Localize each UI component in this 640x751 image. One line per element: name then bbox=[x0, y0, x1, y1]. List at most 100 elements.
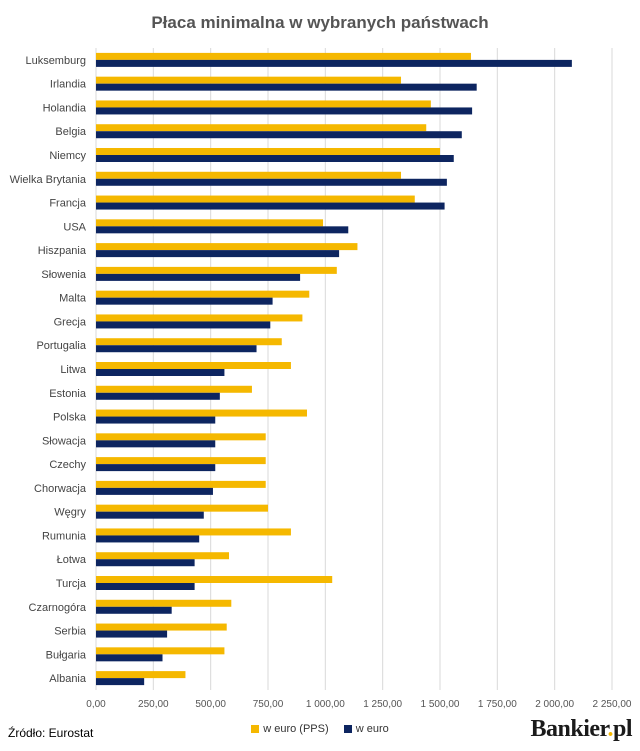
category-labels: Luksemburg Irlandia Holandia Belgia Niemcy Wi… bbox=[10, 55, 87, 685]
legend-swatch-euro bbox=[343, 725, 352, 733]
category-label: Chorwacja bbox=[34, 483, 87, 495]
bar-pps bbox=[96, 243, 358, 251]
category-label: Estonia bbox=[49, 388, 87, 400]
category-label: Węgry bbox=[54, 507, 86, 519]
bar-euro bbox=[96, 440, 216, 448]
bar-euro bbox=[96, 250, 340, 258]
x-tick-label: 250,00 bbox=[138, 699, 169, 710]
bar-euro bbox=[96, 155, 454, 162]
legend: w euro (PPS) w euro bbox=[0, 723, 640, 736]
bar-euro bbox=[96, 416, 216, 424]
bar-euro bbox=[96, 464, 216, 472]
bar-pps bbox=[96, 171, 402, 179]
x-tick-label: 1 500,00 bbox=[421, 699, 460, 710]
category-label: Łotwa bbox=[57, 554, 87, 566]
category-label: Belgia bbox=[55, 126, 86, 138]
bar-pps bbox=[96, 433, 266, 441]
bar-euro bbox=[96, 535, 200, 543]
bar-euro bbox=[96, 678, 145, 686]
bar-pps bbox=[96, 52, 471, 60]
category-label: Albania bbox=[49, 673, 87, 685]
category-label: Wielka Brytania bbox=[10, 174, 87, 186]
brand-logo: Bankier.pl bbox=[531, 716, 633, 743]
bar-pps bbox=[96, 76, 402, 84]
category-label: Litwa bbox=[60, 364, 87, 376]
bar-pps bbox=[96, 362, 291, 369]
bar-euro bbox=[96, 59, 572, 67]
brand-name: Bankier bbox=[530, 716, 608, 742]
bar-pps bbox=[96, 623, 227, 631]
bar-euro bbox=[96, 630, 168, 638]
bar-euro bbox=[96, 83, 477, 91]
bar-euro bbox=[96, 321, 271, 329]
x-tick-label: 1 250,00 bbox=[363, 699, 402, 710]
x-tick-labels: 0,00 250,00 500,00 750,00 1 000,00 1 250,00 1 … bbox=[86, 699, 632, 710]
category-label: USA bbox=[63, 221, 86, 233]
bar-pps bbox=[96, 552, 230, 560]
bar-euro bbox=[96, 606, 172, 614]
bar-euro bbox=[96, 202, 445, 210]
x-tick-label: 0,00 bbox=[86, 699, 106, 710]
brand-dot: . bbox=[607, 716, 613, 742]
legend-swatch-pps bbox=[251, 725, 260, 733]
bar-pps bbox=[96, 504, 268, 512]
category-label: Czarnogóra bbox=[29, 602, 87, 614]
bar-euro bbox=[96, 392, 220, 400]
category-label: Rumunia bbox=[42, 530, 87, 542]
bar-pps bbox=[96, 647, 225, 655]
category-label: Malta bbox=[59, 293, 87, 305]
bar-euro bbox=[96, 511, 204, 519]
category-label: Czechy bbox=[49, 459, 86, 471]
bar-euro bbox=[96, 131, 462, 139]
bar-pps bbox=[96, 314, 303, 322]
x-tick-label: 2 000,00 bbox=[535, 699, 574, 710]
bar-pps bbox=[96, 409, 307, 417]
category-label: Serbia bbox=[54, 626, 87, 638]
bar-euro bbox=[96, 107, 473, 115]
legend-label-euro: w euro bbox=[355, 723, 389, 735]
bar-euro bbox=[96, 178, 447, 186]
bar-euro bbox=[96, 345, 257, 353]
legend-item-pps: w euro (PPS) bbox=[251, 723, 329, 735]
bar-euro bbox=[96, 559, 195, 567]
bar-euro bbox=[96, 226, 349, 234]
brand-tld: pl bbox=[612, 716, 633, 742]
bars bbox=[96, 52, 572, 686]
category-label: Turcja bbox=[56, 578, 87, 590]
bar-pps bbox=[96, 195, 415, 203]
category-label: Bułgaria bbox=[46, 649, 87, 661]
category-label: Luksemburg bbox=[25, 55, 86, 67]
x-tick-label: 1 750,00 bbox=[478, 699, 517, 710]
chart-title: Płaca minimalna w wybranych państwach bbox=[151, 13, 488, 32]
bar-pps bbox=[96, 528, 291, 536]
bar-pps bbox=[96, 124, 427, 132]
bar-pps bbox=[96, 266, 337, 274]
bar-euro bbox=[96, 583, 195, 590]
bar-pps bbox=[96, 576, 333, 583]
category-label: Niemcy bbox=[49, 150, 86, 162]
source-note: Źródło: Eurostat bbox=[8, 726, 94, 740]
bar-pps bbox=[96, 457, 266, 465]
category-label: Holandia bbox=[43, 102, 87, 114]
bar-pps bbox=[96, 671, 186, 679]
x-tick-label: 750,00 bbox=[253, 699, 284, 710]
category-label: Portugalia bbox=[36, 340, 86, 352]
bar-pps bbox=[96, 148, 440, 155]
category-label: Polska bbox=[53, 412, 87, 424]
bar-pps bbox=[96, 290, 310, 298]
bar-pps bbox=[96, 385, 252, 393]
category-label: Hiszpania bbox=[38, 245, 87, 257]
bar-pps bbox=[96, 219, 324, 227]
bar-pps bbox=[96, 599, 232, 607]
bar-euro bbox=[96, 369, 225, 376]
bar-pps bbox=[96, 338, 282, 346]
bar-euro bbox=[96, 273, 301, 281]
category-label: Słowenia bbox=[41, 269, 87, 281]
category-label: Irlandia bbox=[50, 79, 87, 91]
x-tick-label: 1 000,00 bbox=[306, 699, 345, 710]
bar-euro bbox=[96, 297, 273, 305]
x-tick-label: 2 250,00 bbox=[593, 699, 632, 710]
bar-euro bbox=[96, 487, 213, 495]
category-label: Słowacja bbox=[42, 435, 87, 447]
